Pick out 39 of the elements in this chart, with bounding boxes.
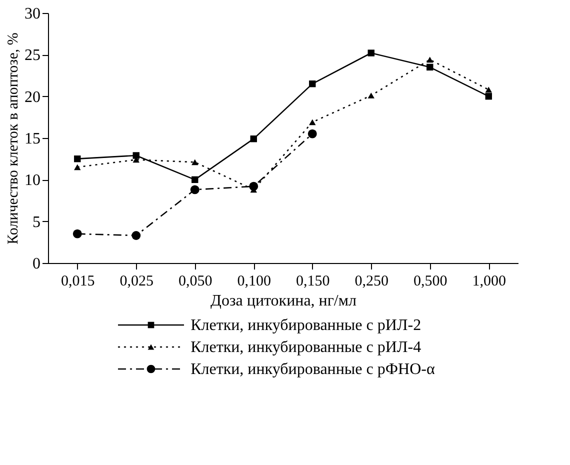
point [426, 56, 434, 63]
y-tick-label: 15 [24, 130, 40, 148]
legend-label: Клетки, инкубированные с рИЛ-4 [190, 339, 422, 356]
point [132, 152, 140, 159]
point [426, 64, 434, 71]
legend-label: Клетки, инкубированные с рФНО-α [190, 361, 436, 378]
x-tick-label: 0,150 [296, 274, 330, 290]
x-axis-title: Доза цитокина, нг/мл [210, 292, 356, 310]
point [74, 164, 81, 170]
x-tick-label: 0,250 [354, 274, 388, 290]
point [368, 92, 374, 98]
point [309, 119, 316, 126]
x-tick-label: 0,025 [120, 274, 154, 290]
x-tick-label: 1,000 [472, 274, 506, 290]
point [485, 86, 492, 93]
point [132, 231, 141, 240]
y-tick-label: 20 [24, 88, 40, 106]
point [74, 155, 81, 162]
point [308, 129, 317, 138]
y-tick-label: 25 [24, 47, 40, 64]
y-tick-label: 30 [24, 6, 40, 22]
point [250, 135, 257, 142]
x-tick-label: 0,015 [61, 274, 95, 290]
point [192, 159, 198, 166]
point [190, 185, 200, 194]
point [192, 176, 198, 184]
point [249, 182, 258, 191]
y-tick-label: 10 [24, 172, 40, 190]
x-tick-label: 0,050 [178, 274, 212, 290]
x-tick-label: 0,100 [237, 274, 271, 290]
y-tick-label: 0 [32, 256, 40, 272]
point [72, 229, 82, 238]
point [309, 80, 316, 88]
x-tick-label: 0,500 [414, 274, 448, 290]
point [485, 92, 492, 100]
point [368, 50, 374, 56]
legend-label: Клетки, инкубированные с рИЛ-2 [190, 317, 422, 334]
y-tick-label: 5 [32, 214, 40, 231]
y-axis-title: Количество клеток в апоптозе, % [6, 32, 22, 244]
